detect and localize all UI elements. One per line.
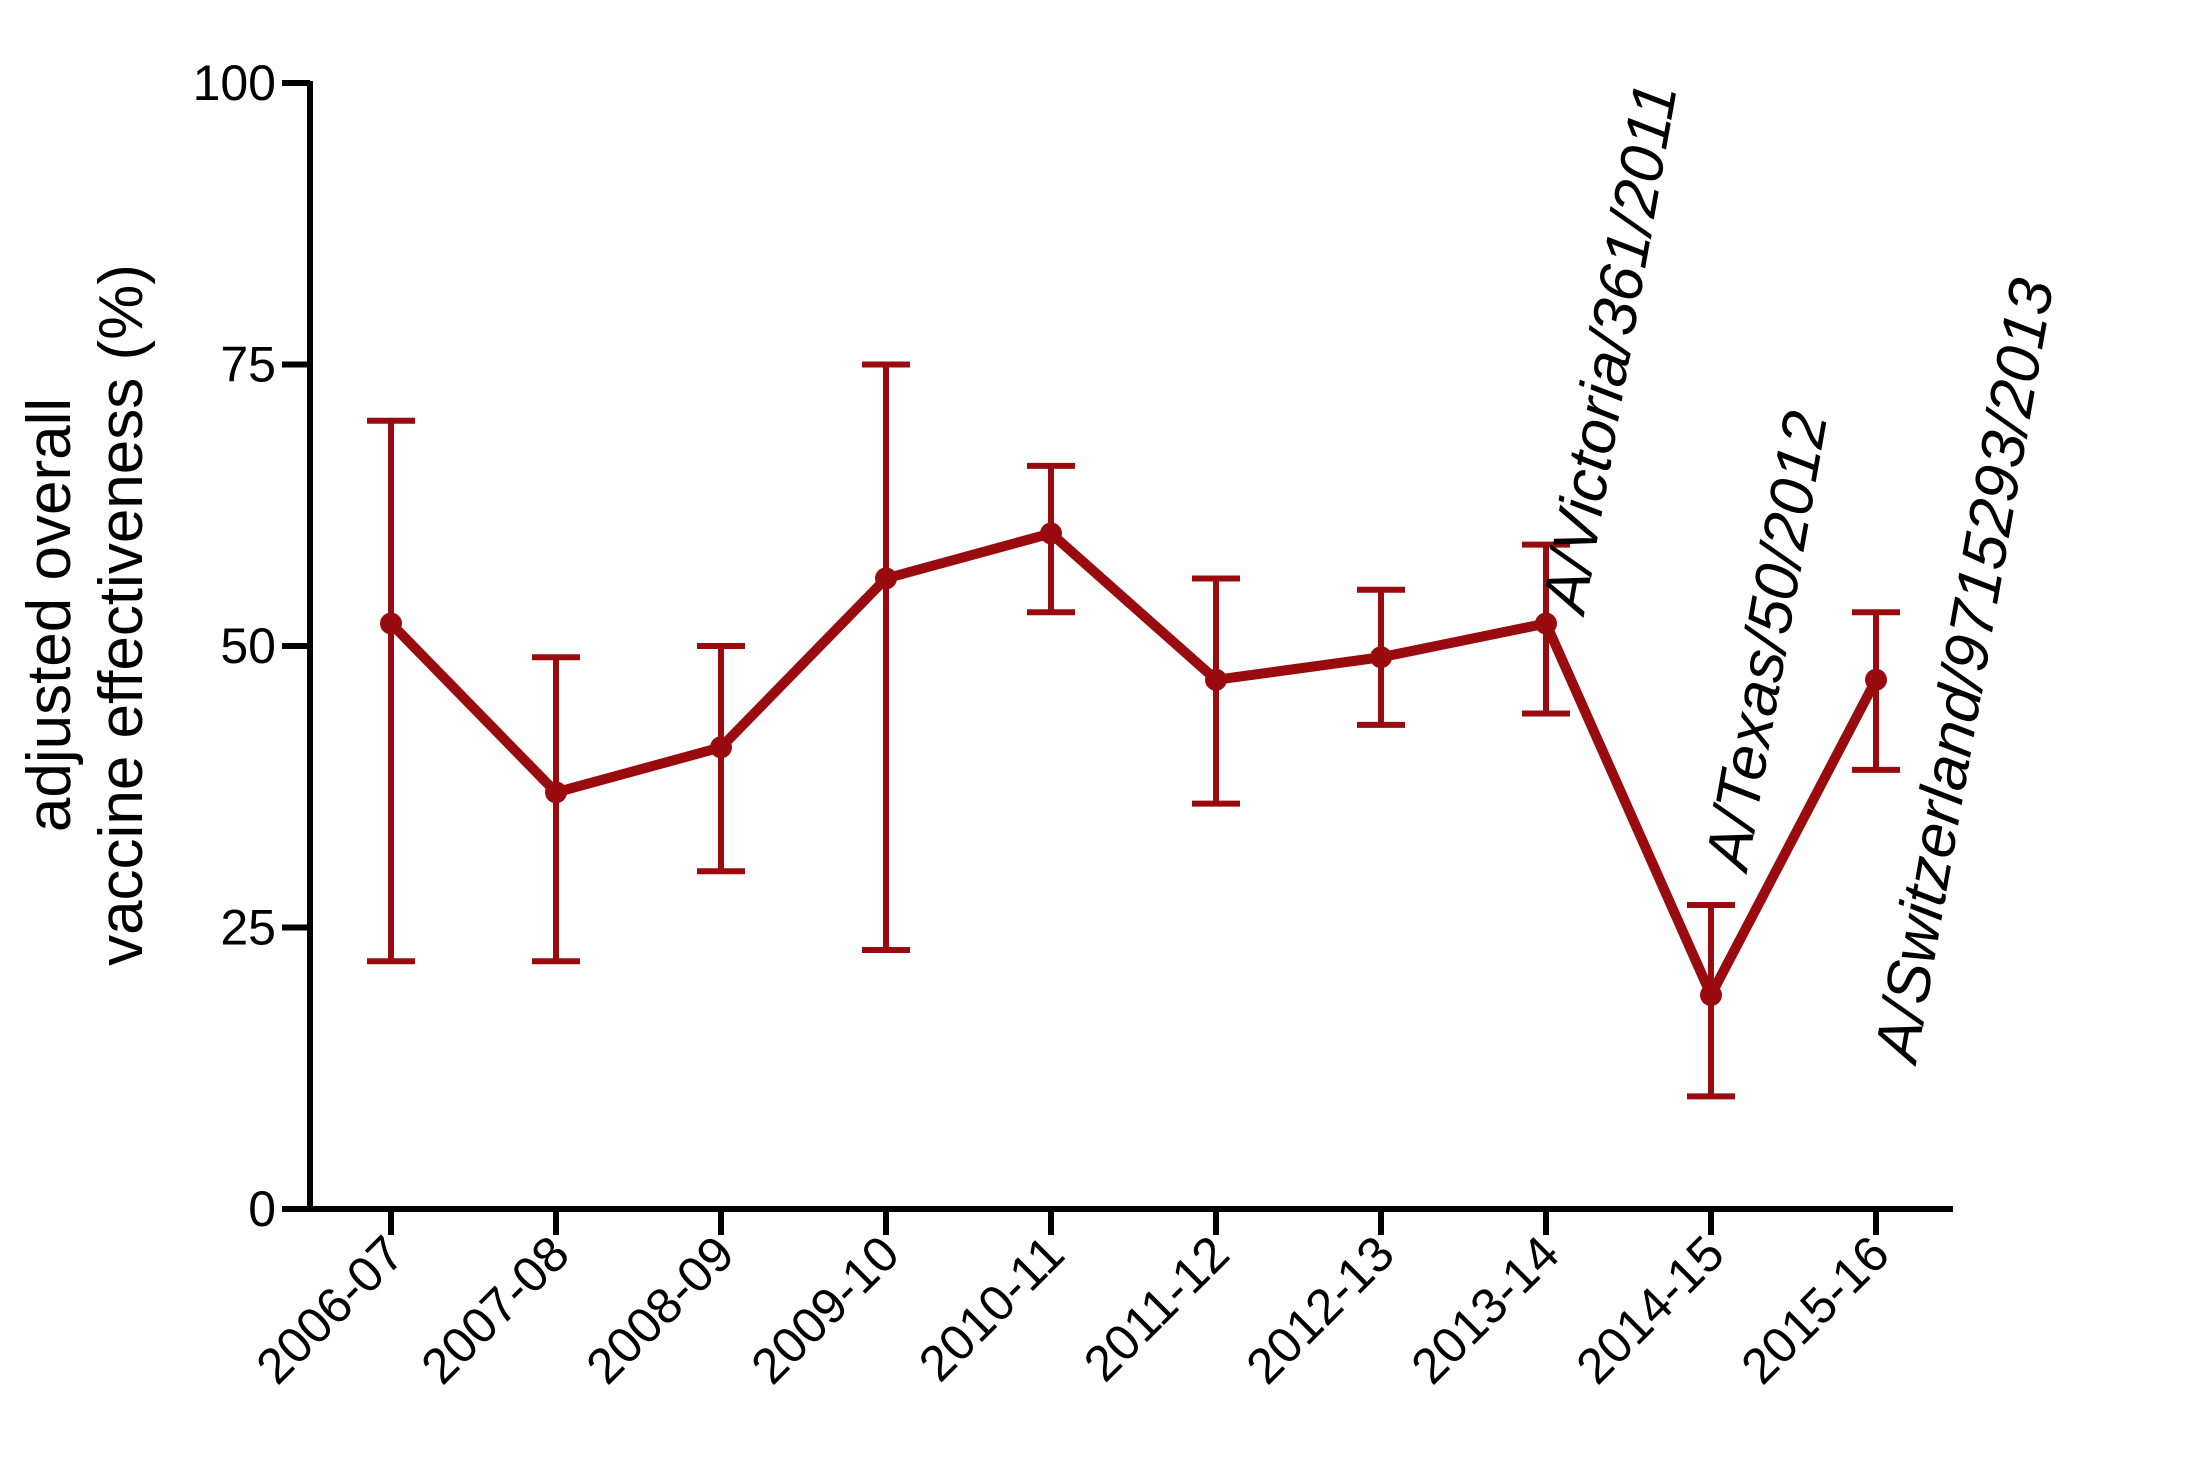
x-tick-label: 2006-07 <box>245 1225 414 1394</box>
data-point <box>1535 612 1557 635</box>
y-tick-label: 0 <box>248 1181 276 1237</box>
strain-annotation: A/Texas/50/2012 <box>1692 406 1841 878</box>
x-tick-label: 2007-08 <box>410 1225 579 1394</box>
y-tick-label: 25 <box>220 900 276 956</box>
axes <box>307 81 1953 1212</box>
data-point <box>1865 668 1887 691</box>
x-tick-label: 2009-10 <box>740 1225 909 1394</box>
y-axis-title-line-1: adjusted overall <box>15 398 84 832</box>
x-tick-label: 2012-13 <box>1235 1225 1404 1394</box>
data-point <box>380 612 402 635</box>
y-ticks: 0 25 50 75 100 <box>193 55 310 1237</box>
y-tick-label: 75 <box>220 337 276 393</box>
y-axis-title-line-2: vaccine effectiveness (%) <box>87 264 156 966</box>
data-point <box>710 736 732 759</box>
data-point <box>1040 522 1062 545</box>
data-point <box>875 567 897 590</box>
x-tick-label: 2011-12 <box>1073 1225 1240 1392</box>
data-point <box>1205 668 1227 691</box>
y-tick-label: 50 <box>220 618 276 674</box>
strain-annotation: A/Victoria/361/2011 <box>1529 78 1691 621</box>
y-axis-title: adjusted overall vaccine effectiveness (… <box>15 264 156 966</box>
series-layer <box>367 361 1900 1100</box>
x-tick-label: 2013-14 <box>1400 1225 1569 1394</box>
data-point <box>545 781 567 804</box>
x-tick-label: 2015-16 <box>1730 1225 1899 1394</box>
series-line <box>386 528 1881 1001</box>
x-tick-label: 2014-15 <box>1565 1225 1734 1394</box>
y-tick-label: 100 <box>193 55 276 111</box>
strain-annotation: A/Switzerland/9715293/2013 <box>1861 274 2067 1071</box>
data-point <box>1700 984 1722 1007</box>
data-point <box>1370 646 1392 669</box>
x-tick-label: 2008-09 <box>575 1225 744 1394</box>
x-tick-label: 2010-11 <box>908 1225 1075 1392</box>
x-ticks: 2006-072007-082008-092009-102010-112011-… <box>245 1209 1900 1395</box>
